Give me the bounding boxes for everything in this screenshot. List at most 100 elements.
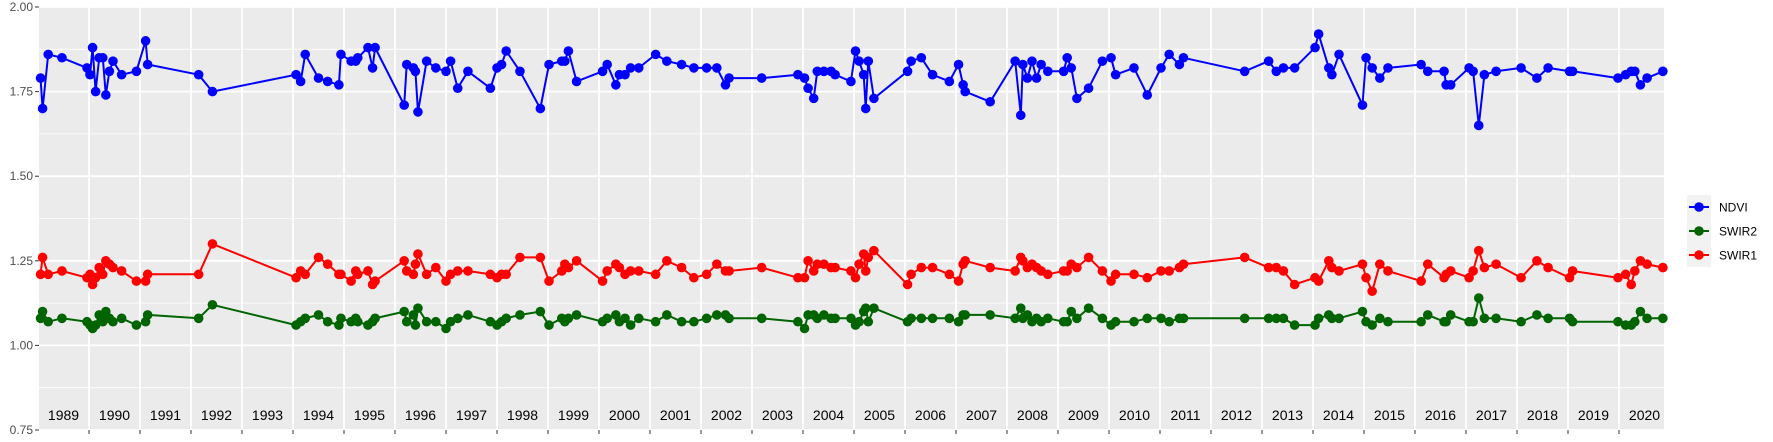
year-label: 1995 <box>354 407 385 423</box>
data-point-swir1 <box>1642 259 1652 269</box>
data-point-swir1 <box>1263 262 1274 273</box>
data-point-swir1 <box>463 266 473 276</box>
year-label: 1997 <box>456 407 487 423</box>
year-label: 2001 <box>660 407 691 423</box>
series-layer <box>35 29 1668 334</box>
data-point-swir1 <box>1018 255 1028 266</box>
data-point-swir1 <box>108 262 118 273</box>
year-label: 2005 <box>864 407 895 423</box>
data-point-swir1 <box>410 259 421 269</box>
data-point-swir2 <box>1516 316 1526 327</box>
x-axis: 1989 1990 1991 1992 1993 1994 1995 1996 1997 1998… <box>48 407 1660 434</box>
data-point-ndvi <box>1375 73 1385 83</box>
data-point-ndvi <box>116 69 127 80</box>
data-point-swir1 <box>116 266 127 276</box>
data-point-swir2 <box>819 310 829 320</box>
data-point-swir2 <box>1630 316 1640 327</box>
data-point-swir2 <box>1062 316 1072 327</box>
data-point-swir2 <box>846 313 856 324</box>
data-point-ndvi <box>756 73 767 83</box>
data-point-swir2 <box>1441 316 1451 327</box>
data-point-swir1 <box>1491 259 1501 269</box>
data-point-swir1 <box>803 255 813 266</box>
data-point-swir2 <box>563 313 574 324</box>
data-point-swir1 <box>408 269 419 280</box>
data-point-ndvi <box>1613 73 1623 83</box>
data-point-swir1 <box>1422 259 1433 269</box>
data-point-ndvi <box>1058 66 1069 77</box>
year-label: 2010 <box>1119 407 1150 423</box>
data-point-swir1 <box>544 276 554 286</box>
data-point-ndvi <box>108 56 118 66</box>
data-point-ndvi <box>1178 52 1189 63</box>
legend-point-icon <box>1694 250 1704 260</box>
data-point-swir2 <box>1271 313 1282 324</box>
data-point-ndvi <box>1043 66 1053 77</box>
data-point-ndvi <box>515 66 525 77</box>
legend-label: NDVI <box>1719 201 1748 215</box>
data-point-swir1 <box>850 272 861 283</box>
data-point-swir1 <box>1142 272 1153 283</box>
data-point-ndvi <box>1642 73 1652 83</box>
data-point-ndvi <box>1313 29 1324 39</box>
legend-point-icon <box>1694 202 1704 212</box>
data-point-swir1 <box>515 252 525 263</box>
data-point-ndvi <box>101 90 111 100</box>
data-point-swir1 <box>1178 259 1189 269</box>
data-point-ndvi <box>620 69 630 80</box>
data-point-swir1 <box>812 259 823 269</box>
data-point-swir1 <box>1532 255 1542 266</box>
data-point-ndvi <box>1239 66 1250 77</box>
data-point-swir1 <box>441 276 451 286</box>
data-point-ndvi <box>563 46 574 56</box>
data-point-swir2 <box>408 310 419 320</box>
data-point-ndvi <box>1097 56 1108 66</box>
data-point-swir1 <box>413 249 423 259</box>
year-label: 2016 <box>1425 407 1456 423</box>
data-point-ndvi <box>650 49 661 60</box>
data-point-ndvi <box>560 56 570 66</box>
data-point-swir1 <box>676 262 687 273</box>
data-point-swir2 <box>300 313 311 324</box>
data-point-swir1 <box>1567 266 1578 276</box>
year-label: 1999 <box>558 407 589 423</box>
data-point-ndvi <box>104 66 115 77</box>
data-point-swir1 <box>501 269 511 280</box>
year-label: 2006 <box>915 407 946 423</box>
data-point-swir1 <box>1543 262 1553 273</box>
data-point-swir2 <box>1543 313 1553 324</box>
data-point-swir1 <box>1613 272 1623 283</box>
data-point-swir1 <box>1327 262 1337 273</box>
data-point-swir2 <box>1613 316 1623 327</box>
y-tick-label: 1.00 <box>10 338 34 352</box>
y-tick-label: 0.75 <box>10 423 34 437</box>
data-point-ndvi <box>1066 63 1077 73</box>
data-point-swir2 <box>1289 320 1300 330</box>
data-point-ndvi <box>1022 73 1033 83</box>
data-point-swir1 <box>597 276 608 286</box>
data-point-swir2 <box>854 316 864 327</box>
data-point-ndvi <box>421 56 432 66</box>
data-point-swir2 <box>620 313 630 324</box>
data-point-swir1 <box>1630 266 1640 276</box>
data-point-ndvi <box>322 76 333 87</box>
y-tick-label: 1.25 <box>10 254 34 268</box>
year-label: 1996 <box>405 407 436 423</box>
data-point-swir1 <box>57 266 67 276</box>
data-point-ndvi <box>441 66 451 77</box>
data-point-swir1 <box>1357 259 1368 269</box>
data-point-ndvi <box>410 66 421 77</box>
data-point-ndvi <box>90 86 101 97</box>
data-point-swir2 <box>1097 313 1108 324</box>
data-point-ndvi <box>1271 66 1282 77</box>
data-point-ndvi <box>1422 66 1433 77</box>
data-point-ndvi <box>336 49 346 60</box>
data-point-ndvi <box>869 93 879 104</box>
data-point-ndvi <box>313 73 324 83</box>
data-point-swir1 <box>207 239 218 249</box>
data-point-ndvi <box>1658 66 1668 77</box>
data-point-ndvi <box>1263 56 1274 66</box>
data-point-swir1 <box>860 266 871 276</box>
data-point-swir2 <box>401 316 412 327</box>
data-point-swir2 <box>1532 310 1542 320</box>
